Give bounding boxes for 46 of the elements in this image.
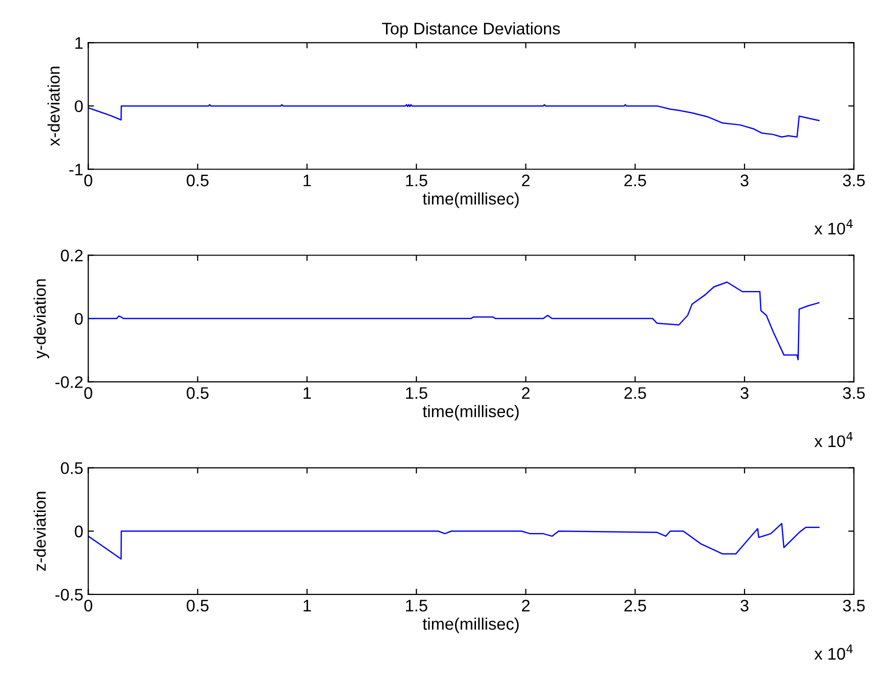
x-tick-label: 1 <box>304 387 311 399</box>
x-tick-label: 2 <box>522 600 530 612</box>
y-tick-label: 0 <box>74 526 83 538</box>
x-tick-label: 1.5 <box>406 387 428 399</box>
y-axis-title: z-deviation <box>34 492 46 571</box>
chart-title: Top Distance Deviations <box>382 22 560 38</box>
y-tick-label: 0 <box>74 312 83 325</box>
x-tick-label: 3 <box>740 600 748 612</box>
y-tick-label: -0.2 <box>55 376 83 388</box>
x-axis-title: time(millisec) <box>422 405 519 421</box>
x-tick-label: 0.5 <box>186 387 209 399</box>
y-axis-title: y-deviation <box>34 279 50 359</box>
x-tick-label: 1.5 <box>406 600 428 612</box>
x-tick-label: 3 <box>740 174 748 186</box>
x-tick-label: 0.5 <box>186 174 209 186</box>
y-tick-label: 0 <box>74 100 83 112</box>
x-tick-label: 3.5 <box>842 600 865 612</box>
text: x 10$^{4}$ <box>814 644 853 660</box>
y-tick-label: -0.5 <box>55 588 83 601</box>
y-tick-label: -1 <box>69 164 83 176</box>
x-tick-label: 0.5 <box>186 600 209 612</box>
y-tick-label: 1 <box>75 37 83 49</box>
y-tick-label: 0.2 <box>60 250 83 262</box>
x-axis-title: time(millisec) <box>422 192 519 208</box>
x-tick-label: 3.5 <box>842 387 865 399</box>
y-axis-title: x-deviation <box>48 66 60 146</box>
x-tick-label: 2 <box>522 387 530 399</box>
x-tick-label: 0 <box>84 600 92 612</box>
text: x 10$^{4}$ <box>814 219 853 235</box>
x-tick-label: 0 <box>84 387 92 399</box>
x-tick-label: 3 <box>740 387 748 399</box>
x-tick-label: 1 <box>304 600 311 612</box>
x-tick-label: 1.5 <box>406 174 428 186</box>
x-tick-label: 3.5 <box>842 174 865 186</box>
x-tick-label: 2.5 <box>624 387 646 399</box>
x-tick-label: 2.5 <box>624 174 646 186</box>
x-tick-label: 2.5 <box>624 600 646 612</box>
x-tick-label: 2 <box>522 174 530 186</box>
x-tick-label: 0 <box>84 174 92 186</box>
line-series <box>88 282 820 360</box>
x-tick-label: 1 <box>304 174 311 186</box>
y-tick-label: 0.5 <box>60 462 83 474</box>
line-series <box>88 104 820 138</box>
x-axis-title: time(millisec) <box>422 618 519 634</box>
text: x 10$^{4}$ <box>814 432 853 448</box>
line-series <box>88 522 820 560</box>
